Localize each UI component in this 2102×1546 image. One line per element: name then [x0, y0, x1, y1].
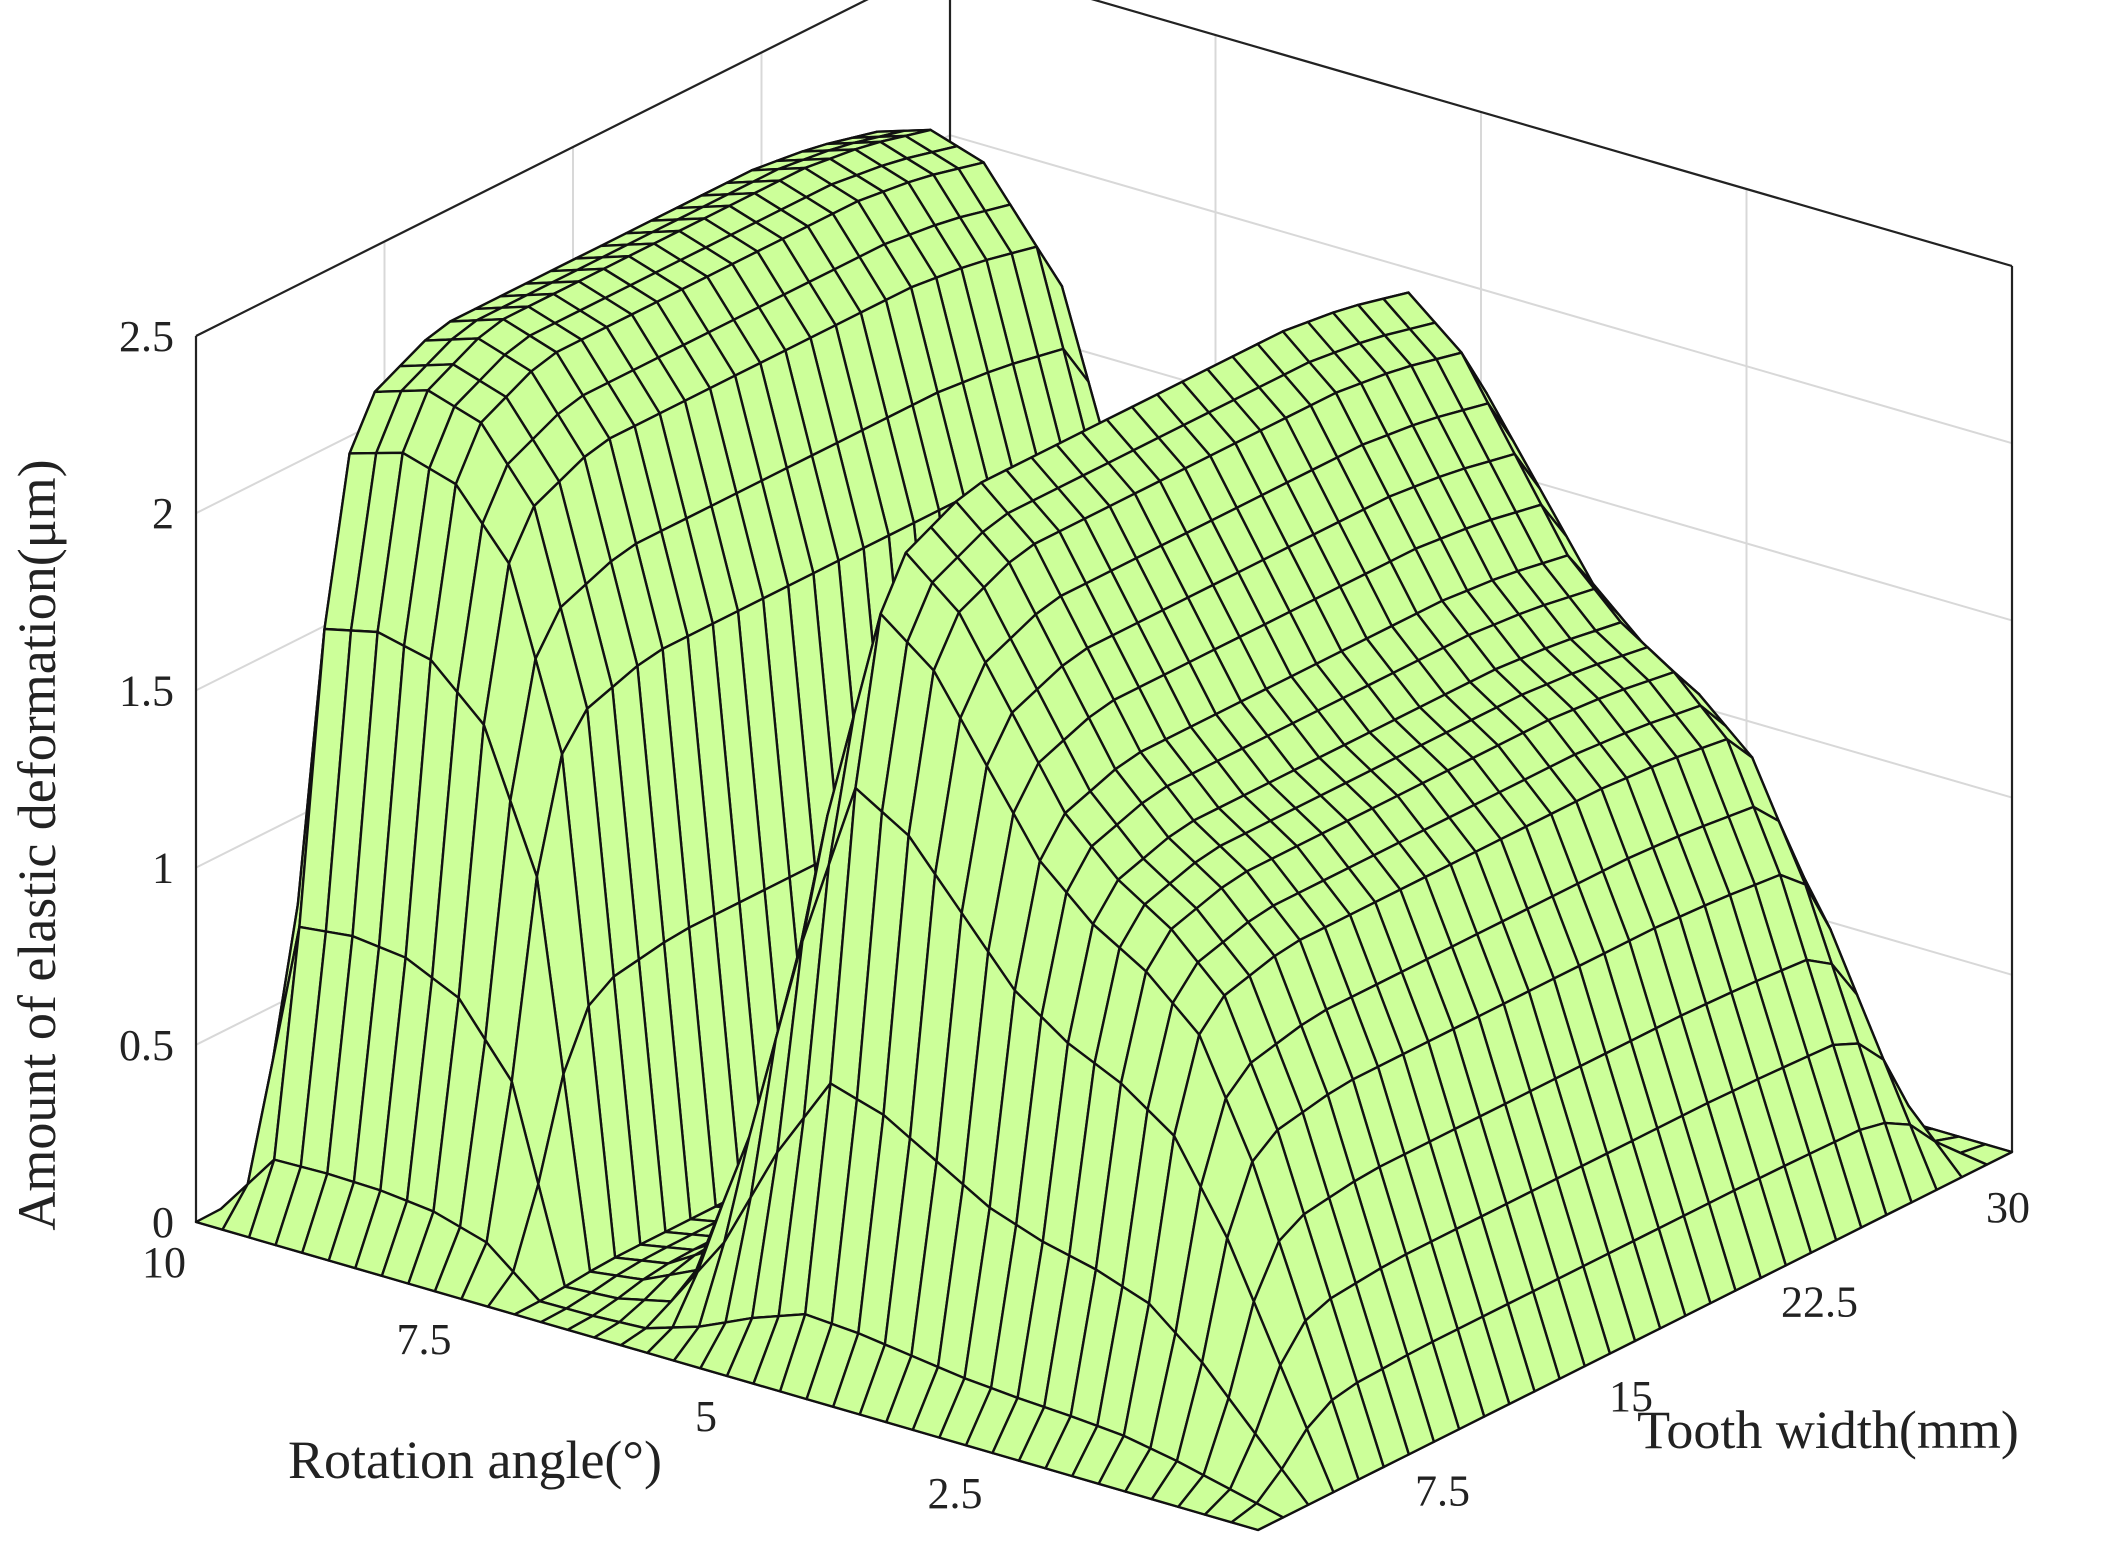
y-tick-label: 7.5	[1415, 1467, 1470, 1516]
grid-line	[195, 0, 2013, 337]
y-tick-label: 15	[1609, 1372, 1653, 1421]
y-tick-label: 30	[1986, 1183, 2030, 1232]
z-tick-label: 2	[152, 489, 174, 538]
z-tick-label: 0	[152, 1198, 174, 1247]
x-tick-label: 2.5	[928, 1469, 983, 1518]
frame-line	[195, 0, 869, 337]
x-tick-label: 10	[142, 1238, 186, 1287]
y-tick-label: 22.5	[1781, 1278, 1858, 1327]
x-tick-label: 5	[695, 1392, 717, 1441]
x-tick-label: 7.5	[397, 1315, 452, 1364]
z-tick-label: 1	[152, 844, 174, 893]
y-axis-label: Tooth width(mm)	[1637, 1400, 2019, 1460]
surface-mesh	[194, 128, 2014, 1532]
x-axis-label: Rotation angle(°)	[288, 1430, 662, 1490]
frame-line	[1090, 0, 2013, 268]
z-tick-label: 1.5	[119, 666, 174, 715]
surface-patch	[1230, 1502, 1285, 1532]
z-tick-label: 2.5	[119, 312, 174, 361]
z-tick-label: 0.5	[119, 1021, 174, 1070]
z-axis-label: Amount of elastic deformation(μm)	[7, 459, 67, 1230]
